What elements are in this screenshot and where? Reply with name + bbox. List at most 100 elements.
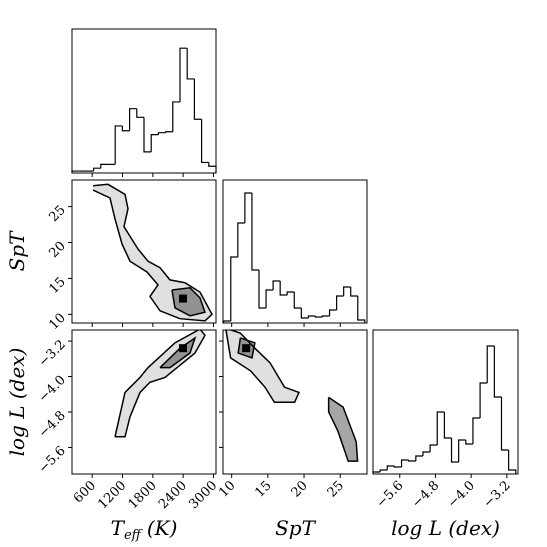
y-tick-label: −5.6 xyxy=(36,444,69,477)
panel-frame xyxy=(71,329,217,475)
axis-label-main: log L (dex) xyxy=(5,348,29,457)
histogram-bin xyxy=(223,320,231,323)
histogram-bin xyxy=(307,315,316,318)
histogram-bin xyxy=(293,292,302,309)
histogram-bin xyxy=(136,108,144,118)
histogram-bin xyxy=(93,167,101,172)
histogram-bin xyxy=(179,47,188,102)
x-tick-label: 1200 xyxy=(95,478,129,512)
x-tick-label: 3000 xyxy=(186,478,220,512)
histogram-bin xyxy=(121,125,130,132)
histogram-bin xyxy=(379,469,388,472)
histogram-bin xyxy=(508,450,517,474)
histogram-bin xyxy=(393,466,402,468)
histogram-bin xyxy=(300,308,309,319)
x-tick-label: 25 xyxy=(325,478,347,500)
histogram-bin xyxy=(100,163,108,169)
histogram-bin xyxy=(357,296,366,323)
density-peak xyxy=(179,294,188,303)
y-tick-label: 15 xyxy=(47,275,69,297)
y-tick-label: 25 xyxy=(47,203,69,225)
histogram-bin xyxy=(208,162,217,173)
x-tick-label: −4.8 xyxy=(409,478,442,511)
histogram-bin xyxy=(479,382,488,418)
histogram-bin xyxy=(150,134,159,152)
panel-frame xyxy=(222,329,368,475)
y-tick-label: 20 xyxy=(47,239,69,261)
panel-frame xyxy=(372,329,519,475)
contour xyxy=(114,330,206,438)
histogram-bin xyxy=(328,309,337,316)
histogram-bin xyxy=(165,131,173,133)
histogram-bin xyxy=(186,48,195,80)
x-tick-label: 15 xyxy=(252,478,274,500)
histogram-bin xyxy=(450,438,459,463)
histogram-bin xyxy=(336,295,344,310)
histogram-bin xyxy=(230,256,238,321)
y-tick-label: −4.0 xyxy=(36,373,69,406)
histogram-bin xyxy=(429,444,438,452)
histogram-bin xyxy=(157,132,166,135)
histogram-bin xyxy=(400,459,409,467)
histogram-bin xyxy=(244,192,252,223)
x-tick-label: −4.0 xyxy=(445,478,478,511)
x-tick-label: 20 xyxy=(289,478,311,500)
density-peak xyxy=(242,344,251,353)
histogram-bin xyxy=(500,397,509,451)
histogram-bin xyxy=(486,345,495,383)
histogram-bin xyxy=(443,412,452,439)
density-peak xyxy=(179,344,188,353)
histogram-bin xyxy=(350,287,358,297)
histogram-bin xyxy=(258,270,267,309)
histogram-bin xyxy=(436,411,445,445)
histogram-bin xyxy=(129,108,137,131)
histogram-bin xyxy=(422,451,431,456)
histogram-bin xyxy=(172,101,180,132)
histogram-bin xyxy=(343,286,351,296)
axis-label-main: log L (dex) xyxy=(391,516,500,540)
histogram-bin xyxy=(286,291,295,295)
x-tick-label: −5.6 xyxy=(374,478,407,511)
x-tick-label: 1800 xyxy=(126,478,160,512)
histogram-bin xyxy=(237,222,245,257)
histogram-bin xyxy=(493,346,502,398)
histogram-bin xyxy=(71,170,80,173)
axis-label: log L (dex) xyxy=(5,348,29,457)
axis-label: Teff (K) xyxy=(111,516,178,543)
histogram-bin xyxy=(143,117,152,153)
axis-label: SpT xyxy=(5,230,29,272)
panel-frame xyxy=(71,179,217,324)
histogram-bin xyxy=(114,125,123,165)
histogram-bin xyxy=(314,316,323,318)
histogram-bin xyxy=(372,471,381,474)
histogram-bin xyxy=(408,460,416,462)
axis-label-unit: (K) xyxy=(147,516,178,540)
contour xyxy=(225,330,300,403)
panel-frame xyxy=(222,179,368,324)
contour xyxy=(92,183,213,322)
axis-label-main: T xyxy=(111,516,126,540)
x-tick-label: −3.2 xyxy=(481,478,514,511)
y-tick-label: −4.8 xyxy=(36,408,69,441)
histogram-bin xyxy=(193,78,202,120)
histogram-bin xyxy=(201,119,209,164)
histogram-bin xyxy=(272,280,281,290)
histogram-bin xyxy=(321,315,330,317)
axis-label-main: SpT xyxy=(5,230,29,272)
x-tick-label: 10 xyxy=(216,478,238,500)
axis-label: log L (dex) xyxy=(391,516,500,540)
x-tick-label: 2400 xyxy=(156,478,190,512)
y-tick-label: 10 xyxy=(47,311,69,333)
histogram-bin xyxy=(465,440,473,445)
y-tick-label: −3.2 xyxy=(36,337,69,370)
histogram-bin xyxy=(472,417,481,444)
histogram-bin xyxy=(265,289,274,308)
contour xyxy=(327,396,359,462)
axis-label-main: SpT xyxy=(275,516,317,540)
histogram-bin xyxy=(458,439,466,462)
histogram-bin xyxy=(415,455,423,461)
histogram-bin xyxy=(279,281,288,296)
axis-label: SpT xyxy=(275,516,317,540)
panel-frame xyxy=(71,28,217,174)
